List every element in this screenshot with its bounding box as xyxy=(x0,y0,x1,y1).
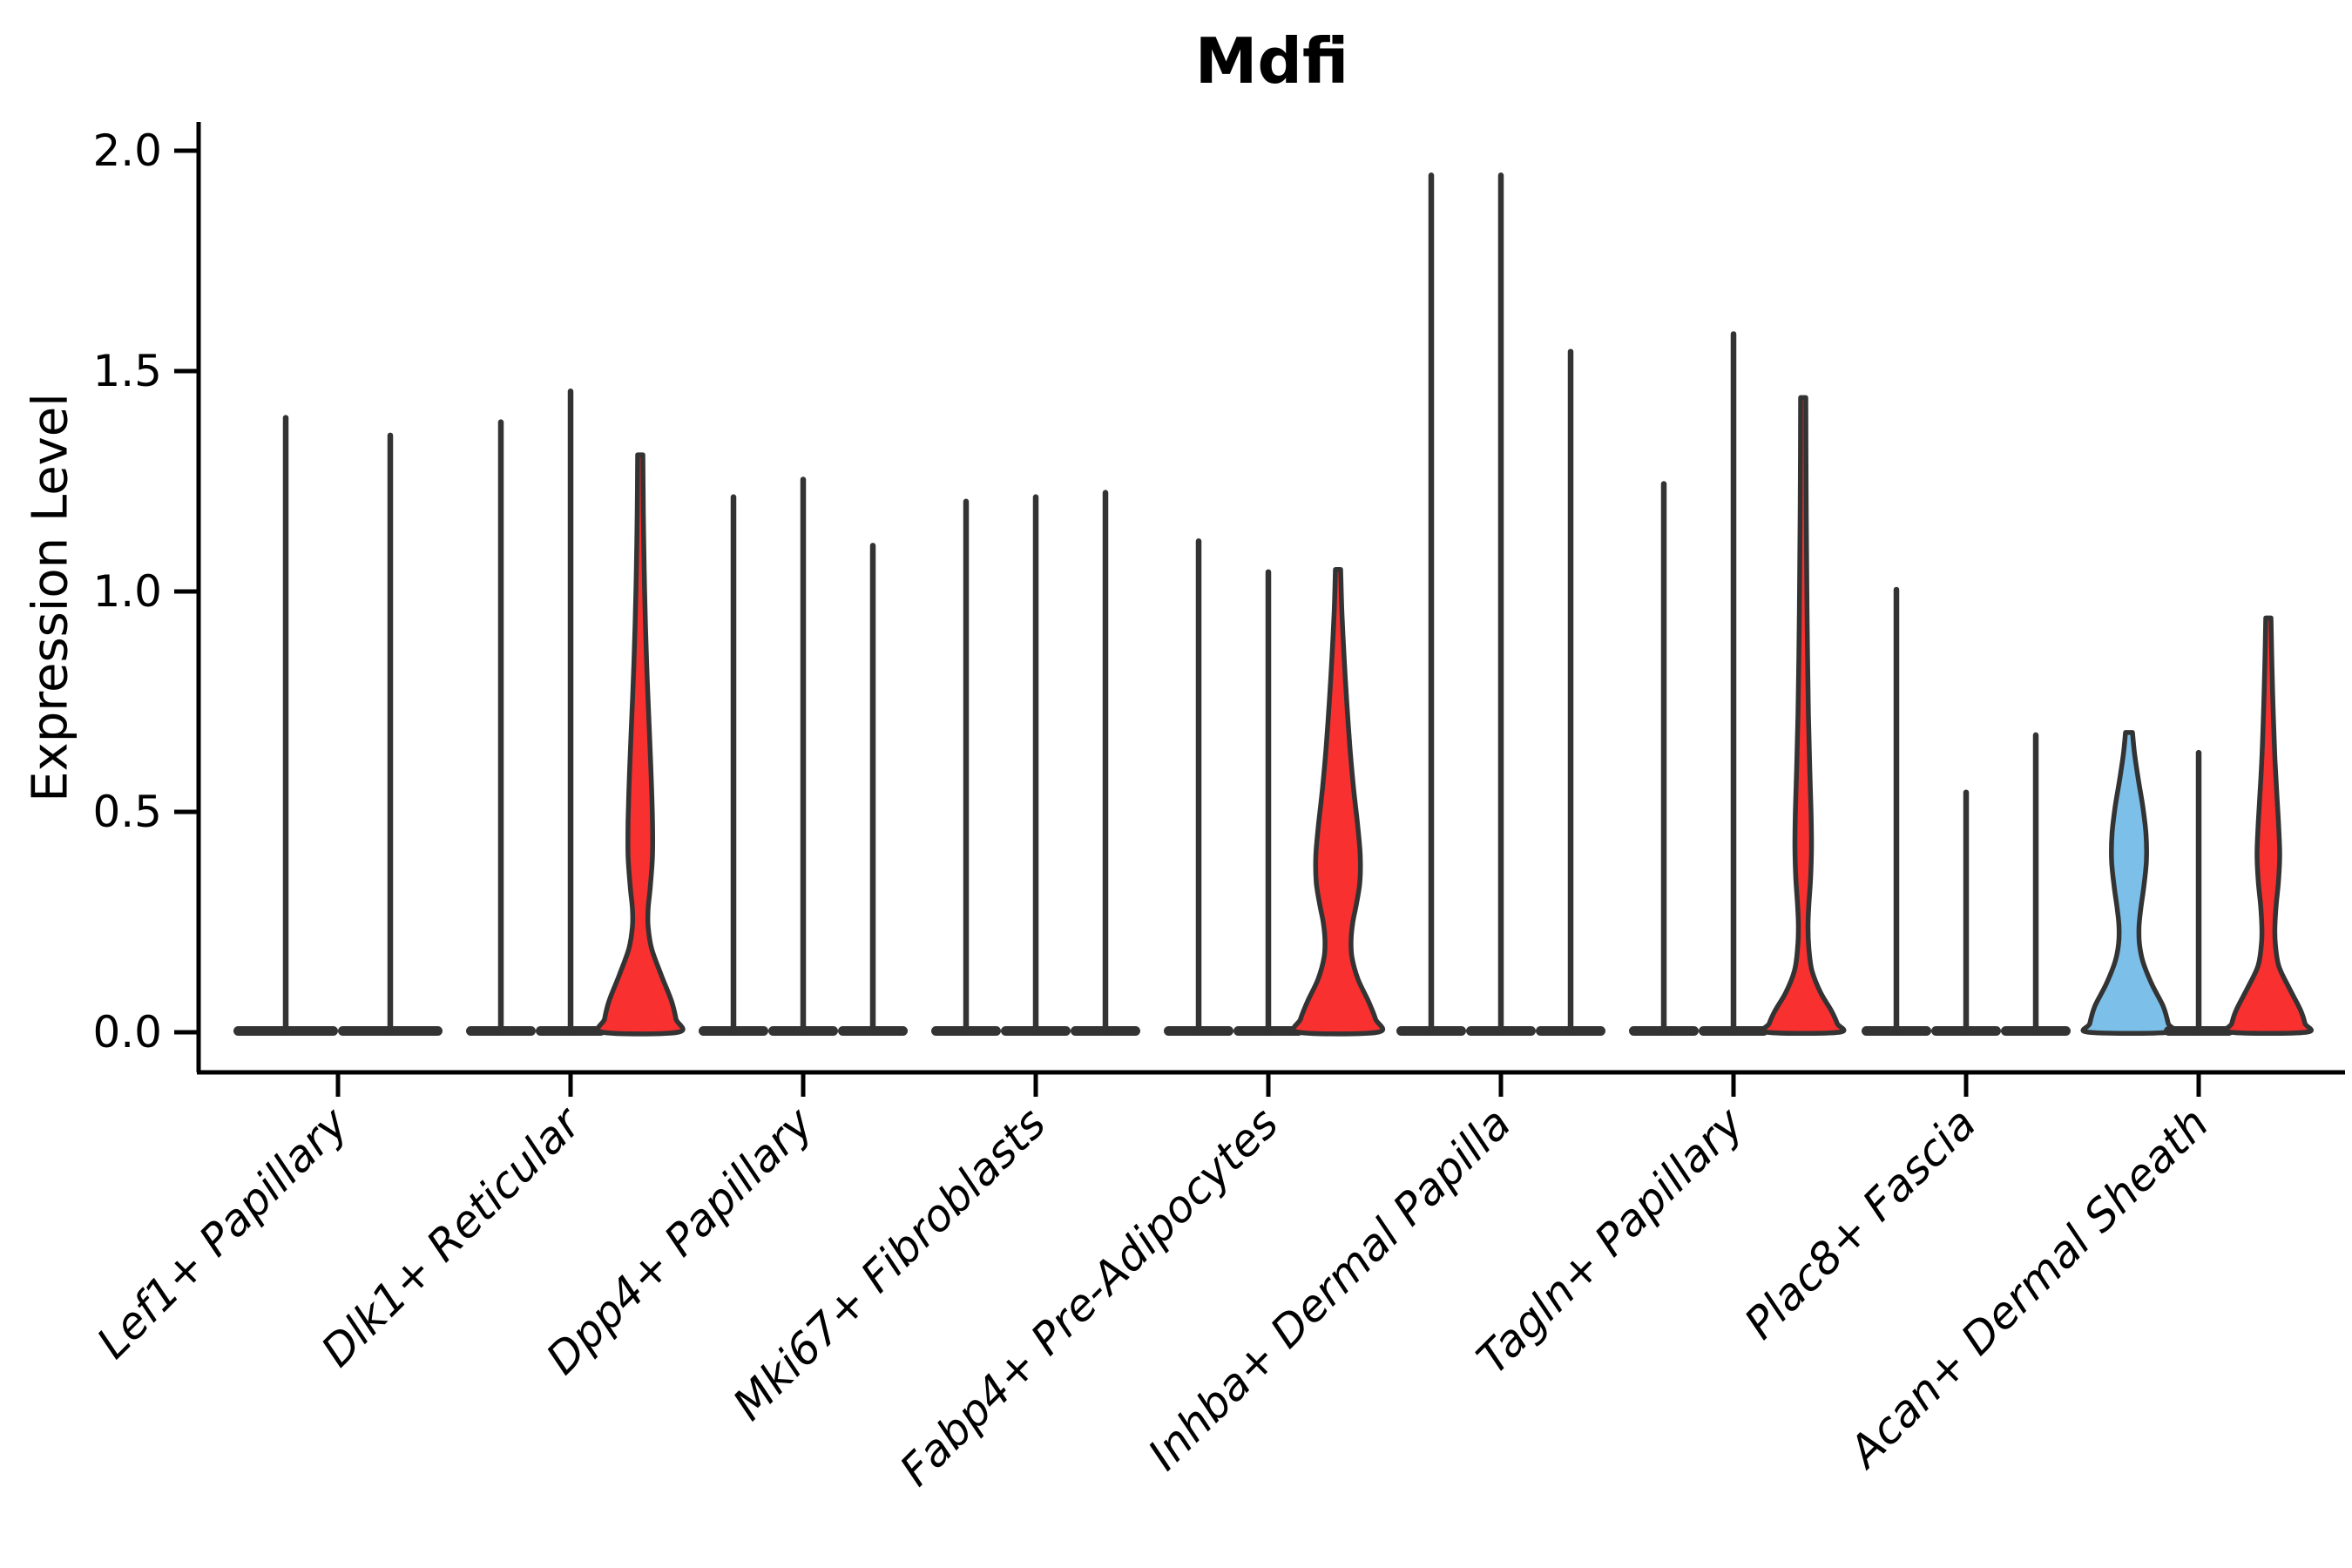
x-tick-label: Lef1+ Papillary xyxy=(87,1097,358,1368)
y-tick-label: 1.5 xyxy=(92,346,162,396)
violin-red xyxy=(1760,395,1847,1037)
violin-blue xyxy=(2080,730,2178,1037)
chart-title: Mdfi xyxy=(1194,24,1349,98)
y-tick-label: 0.0 xyxy=(92,1007,162,1058)
x-tick-label: Fabp4+ Pre-Adipocytes xyxy=(890,1098,1288,1496)
violin-red xyxy=(2223,615,2314,1037)
y-tick-label: 1.0 xyxy=(92,566,162,617)
y-tick-label: 0.5 xyxy=(92,787,162,837)
x-tick-label: Plac8+ Fascia xyxy=(1735,1098,1986,1348)
violin-red xyxy=(595,452,686,1037)
y-tick-label: 2.0 xyxy=(92,125,162,176)
violin-red xyxy=(1290,566,1386,1037)
